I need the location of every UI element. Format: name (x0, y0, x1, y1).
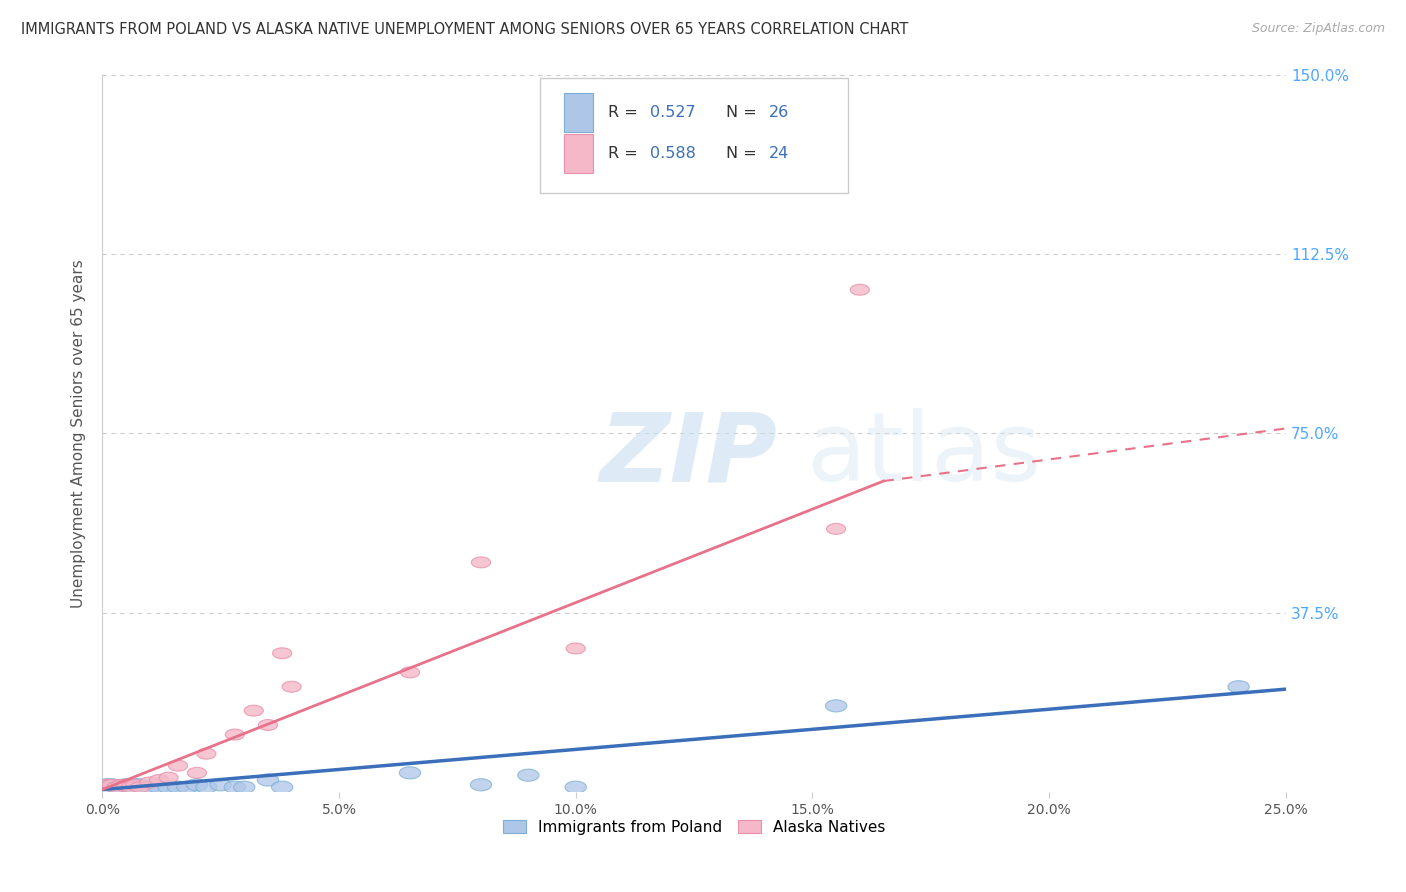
Ellipse shape (399, 767, 420, 779)
FancyBboxPatch shape (564, 93, 593, 132)
Ellipse shape (283, 681, 301, 692)
Text: 24: 24 (769, 146, 789, 161)
Ellipse shape (149, 781, 170, 793)
Ellipse shape (97, 780, 117, 790)
Ellipse shape (96, 779, 118, 791)
Ellipse shape (125, 780, 145, 790)
Ellipse shape (209, 779, 231, 791)
Ellipse shape (120, 783, 141, 796)
Ellipse shape (517, 769, 538, 781)
Ellipse shape (197, 748, 217, 759)
Text: 26: 26 (769, 105, 789, 120)
Ellipse shape (567, 643, 585, 654)
Ellipse shape (125, 779, 146, 791)
Ellipse shape (233, 781, 254, 793)
Ellipse shape (149, 774, 169, 786)
Ellipse shape (131, 781, 149, 793)
Ellipse shape (139, 781, 160, 793)
Ellipse shape (159, 772, 179, 783)
Ellipse shape (157, 781, 179, 793)
Ellipse shape (257, 774, 278, 786)
Ellipse shape (259, 720, 277, 731)
Text: 0.527: 0.527 (651, 105, 696, 120)
Text: Source: ZipAtlas.com: Source: ZipAtlas.com (1251, 22, 1385, 36)
Text: atlas: atlas (807, 409, 1042, 501)
Ellipse shape (101, 779, 122, 791)
Ellipse shape (103, 780, 121, 790)
Ellipse shape (401, 667, 419, 678)
Ellipse shape (195, 781, 217, 793)
Ellipse shape (169, 760, 187, 771)
Ellipse shape (273, 648, 291, 658)
FancyBboxPatch shape (564, 134, 593, 173)
Text: IMMIGRANTS FROM POLAND VS ALASKA NATIVE UNEMPLOYMENT AMONG SENIORS OVER 65 YEARS: IMMIGRANTS FROM POLAND VS ALASKA NATIVE … (21, 22, 908, 37)
Ellipse shape (111, 781, 132, 793)
Ellipse shape (1227, 681, 1250, 693)
Ellipse shape (271, 781, 292, 793)
Ellipse shape (245, 706, 263, 716)
Ellipse shape (471, 779, 492, 791)
Ellipse shape (186, 779, 208, 791)
Ellipse shape (107, 781, 127, 793)
Ellipse shape (111, 780, 131, 790)
Ellipse shape (105, 781, 127, 793)
Ellipse shape (117, 780, 135, 790)
Text: R =: R = (607, 105, 643, 120)
Ellipse shape (851, 285, 869, 295)
Ellipse shape (167, 781, 188, 793)
Text: N =: N = (725, 105, 762, 120)
Ellipse shape (827, 524, 846, 534)
Ellipse shape (224, 781, 246, 793)
Ellipse shape (471, 557, 491, 568)
Ellipse shape (187, 767, 207, 779)
Ellipse shape (225, 729, 245, 740)
Y-axis label: Unemployment Among Seniors over 65 years: Unemployment Among Seniors over 65 years (72, 259, 86, 607)
FancyBboxPatch shape (540, 78, 848, 193)
Text: 0.588: 0.588 (651, 146, 696, 161)
Text: R =: R = (607, 146, 643, 161)
Ellipse shape (129, 779, 150, 791)
Ellipse shape (825, 700, 846, 712)
Ellipse shape (565, 781, 586, 793)
Ellipse shape (141, 777, 159, 788)
Text: N =: N = (725, 146, 762, 161)
Ellipse shape (121, 781, 141, 793)
Text: ZIP: ZIP (599, 409, 778, 501)
Ellipse shape (115, 779, 136, 791)
Ellipse shape (177, 781, 198, 793)
Legend: Immigrants from Poland, Alaska Natives: Immigrants from Poland, Alaska Natives (503, 820, 886, 835)
